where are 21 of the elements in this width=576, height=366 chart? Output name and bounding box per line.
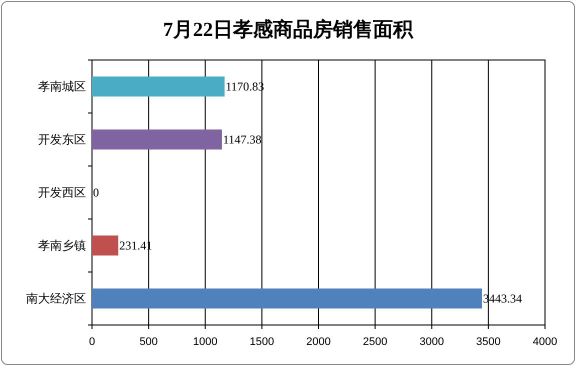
x-tick-label: 3500 <box>476 336 501 348</box>
chart-title: 7月22日孝感商品房销售面积 <box>163 18 414 41</box>
bar <box>92 288 482 308</box>
data-label: 1147.38 <box>222 132 262 146</box>
data-label: 0 <box>93 186 99 200</box>
x-tick-label: 4000 <box>532 336 558 348</box>
y-tick-label: 南大经济区 <box>26 292 86 306</box>
x-tick-label: 2000 <box>306 336 331 348</box>
x-tick-label: 2500 <box>362 336 388 348</box>
y-tick-label: 孝南乡镇 <box>38 238 86 252</box>
x-tick-label: 1000 <box>193 336 218 348</box>
bar <box>92 76 225 96</box>
bar <box>92 236 118 256</box>
x-tick-label: 500 <box>139 336 158 348</box>
bar <box>92 130 222 150</box>
x-tick-label: 0 <box>88 336 96 348</box>
y-tick-label: 开发西区 <box>38 186 86 200</box>
y-tick-label: 开发东区 <box>38 132 86 146</box>
y-tick-label: 孝南城区 <box>38 80 86 94</box>
x-tick-label: 1500 <box>250 336 274 348</box>
x-tick-label: 3000 <box>420 336 444 348</box>
